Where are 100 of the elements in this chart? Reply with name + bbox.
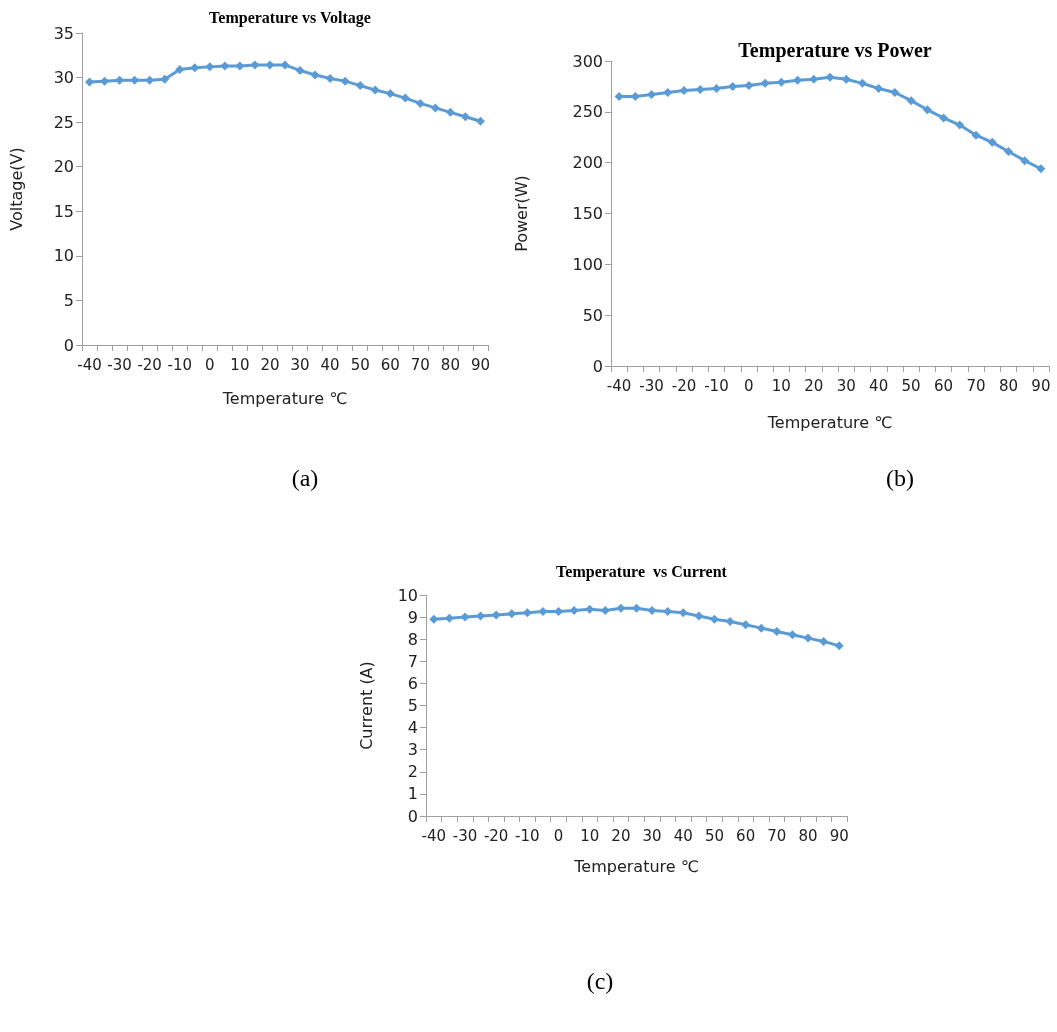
point: [647, 605, 657, 615]
y-tick-label: 10: [53, 246, 74, 266]
point: [809, 74, 819, 84]
point: [280, 60, 290, 70]
x-tick-label: 80: [798, 826, 818, 845]
y-tick-label: 250: [572, 102, 603, 122]
point: [175, 65, 185, 75]
x-tick-label: 60: [934, 376, 954, 395]
point: [370, 85, 380, 95]
x-tick-label: 0: [744, 376, 754, 395]
y-tick-label: 6: [407, 673, 418, 693]
x-tick-label: -10: [167, 355, 192, 374]
point: [205, 62, 215, 72]
y-tick-label: 5: [407, 696, 418, 715]
x-tick-label: 20: [260, 355, 280, 374]
point: [841, 74, 851, 84]
point: [694, 611, 704, 621]
point: [250, 60, 260, 70]
point: [220, 61, 230, 71]
point: [711, 83, 721, 93]
point: [460, 612, 470, 622]
x-tick-label: -30: [107, 355, 132, 374]
point: [955, 120, 965, 130]
x-tick-label: -40: [77, 355, 102, 374]
point: [491, 610, 501, 620]
y-tick-label: 0: [407, 806, 418, 826]
point: [445, 107, 455, 117]
point: [756, 623, 766, 633]
x-tick-label: 50: [350, 355, 370, 374]
chart-title: Temperature vs Voltage: [209, 8, 371, 27]
point: [475, 116, 485, 126]
point: [874, 83, 884, 93]
x-tick-label: -30: [639, 376, 664, 395]
y-tick-label: 0: [63, 335, 74, 355]
y-tick-label: 150: [572, 204, 603, 223]
x-tick-label: 40: [673, 826, 693, 845]
point: [415, 98, 425, 108]
x-tick-label: 20: [611, 826, 631, 845]
x-tick-label: 90: [829, 826, 849, 845]
point: [569, 605, 579, 615]
y-tick-label: 3: [407, 740, 418, 760]
y-tick-label: 7: [407, 651, 418, 671]
point: [787, 630, 797, 640]
point: [890, 88, 900, 98]
point: [1036, 164, 1046, 174]
chart-title: Temperature vs Power: [738, 39, 932, 62]
y-tick-label: 50: [582, 305, 603, 325]
y-tick-label: 15: [53, 201, 74, 221]
point: [385, 89, 395, 99]
y-tick-label: 10: [397, 585, 418, 605]
x-tick-label: 50: [704, 826, 725, 845]
point: [235, 61, 245, 71]
point: [1003, 146, 1013, 156]
point: [400, 93, 410, 103]
x-tick-label: -20: [137, 355, 162, 374]
point: [1020, 156, 1030, 166]
x-tick-label: 70: [767, 826, 787, 845]
point: [554, 607, 564, 617]
x-tick-label: 80: [440, 355, 460, 374]
x-tick-label: 70: [966, 376, 986, 395]
x-tick-label: 60: [380, 355, 400, 374]
point: [922, 105, 932, 115]
text: (a): [291, 465, 319, 492]
point: [522, 608, 532, 618]
point: [663, 88, 673, 98]
point: [803, 633, 813, 643]
point: [728, 81, 738, 91]
x-tick-label: 30: [290, 355, 310, 374]
point: [160, 74, 170, 84]
y-tick-label: 300: [572, 51, 603, 71]
x-tick-label: 0: [553, 826, 564, 845]
y-tick-label: 4: [407, 718, 418, 738]
point: [939, 113, 949, 123]
text: (b): [886, 465, 914, 492]
point: [663, 607, 673, 617]
point: [834, 641, 844, 651]
point: [819, 636, 829, 646]
x-tick-label: 30: [836, 376, 856, 395]
x-tick-label: 20: [804, 376, 824, 395]
point: [145, 75, 155, 85]
point: [429, 614, 439, 624]
x-tick-label: 80: [998, 376, 1018, 395]
point: [772, 626, 782, 636]
x-tick-label: 70: [410, 355, 430, 374]
x-tick-label: 10: [771, 376, 791, 395]
x-tick-label: 60: [736, 826, 756, 845]
point: [695, 84, 705, 94]
point: [616, 603, 626, 613]
x-tick-label: -40: [606, 376, 632, 395]
x-tick-label: -20: [671, 376, 697, 395]
point: [741, 620, 751, 630]
x-tick-label: 50: [901, 376, 921, 395]
x-tick-label: -10: [515, 826, 540, 845]
point: [857, 78, 867, 88]
y-tick-label: 1: [407, 784, 418, 804]
point: [310, 70, 320, 80]
x-tick-label: -30: [452, 826, 478, 845]
point: [971, 130, 981, 140]
x-axis-title: Temperature ℃: [766, 412, 893, 432]
y-tick-label: 9: [407, 607, 418, 627]
